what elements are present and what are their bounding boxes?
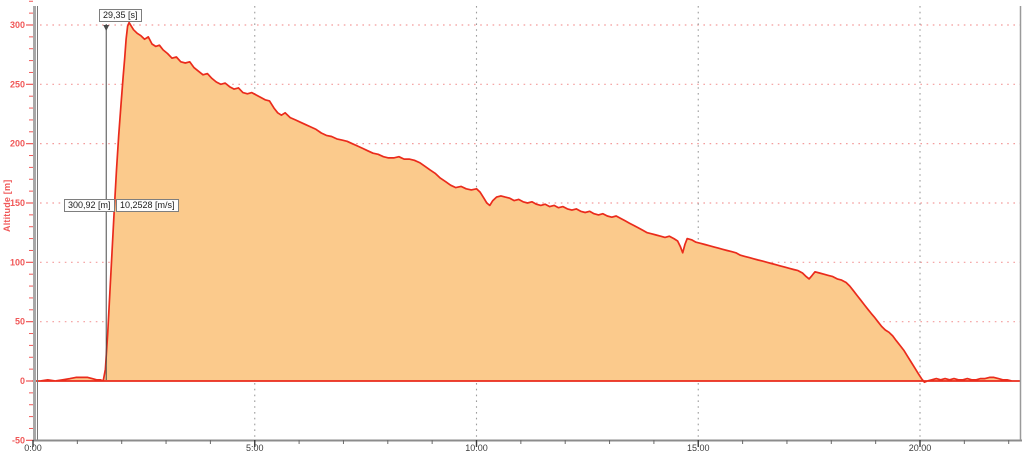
- launch-duration-label: 29,35 [s]: [99, 9, 142, 22]
- x-axis-tick-label: 10:00: [465, 443, 488, 452]
- altitude-area-series: [32, 21, 1021, 384]
- y-axis-tick-label: 250: [10, 79, 25, 89]
- y-axis-tick-label: 50: [15, 317, 25, 327]
- y-axis-tick-label: 150: [10, 198, 25, 208]
- y-axis-tick-label: 100: [10, 257, 25, 267]
- x-axis-tick-label: 15:00: [687, 443, 710, 452]
- x-axis-tick-label: 5:00: [246, 443, 264, 452]
- y-axis-tick-label: -50: [12, 435, 25, 445]
- y-axis-title: Altitude [m]: [2, 179, 12, 232]
- climb-rate-label: 10,2528 [m/s]: [116, 199, 179, 212]
- y-axis-tick-label: 200: [10, 139, 25, 149]
- y-axis-tick-label: 300: [10, 20, 25, 30]
- y-axis-tick-label: 0: [20, 376, 25, 386]
- x-axis-tick-label: 20:00: [909, 443, 932, 452]
- x-axis-tick-label: 0:00: [24, 443, 42, 452]
- launch-altitude-label: 300,92 [m]: [64, 199, 115, 212]
- launch-marker-arrow-icon: [103, 25, 110, 31]
